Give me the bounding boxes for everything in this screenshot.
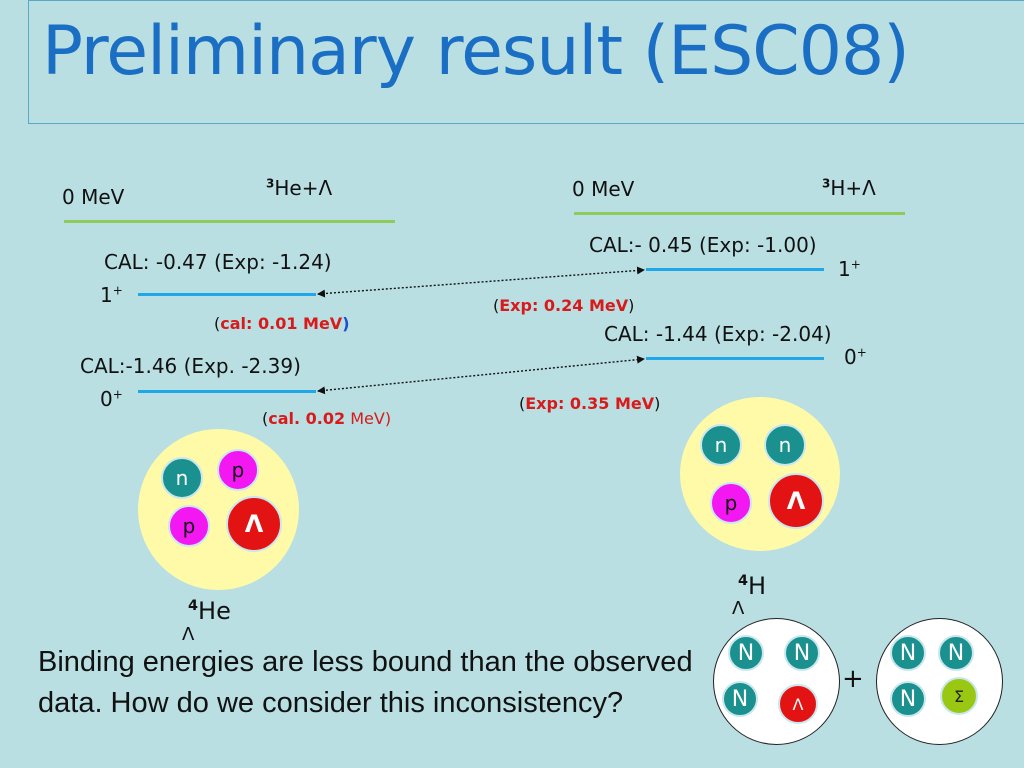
page-title: Preliminary result (ESC08)	[42, 12, 910, 91]
left-level0-line	[138, 390, 316, 393]
arrow-0plus	[317, 355, 645, 395]
left-level0-cal: CAL:-1.46 (Exp. -2.39)	[80, 354, 301, 378]
left-zero-label: 0 MeV	[62, 185, 125, 209]
nucleon-ball: N	[938, 635, 974, 671]
left-hypernucleus-label: 4He	[188, 597, 231, 625]
right-hypernucleus-sub: Λ	[732, 598, 745, 619]
lambda-ball: Λ	[768, 473, 824, 529]
right-threshold-line	[574, 212, 905, 215]
left-level0-gap: (cal. 0.02 MeV)	[262, 409, 392, 428]
left-system-label: 3He+Λ	[266, 176, 333, 200]
right-nucleus	[680, 397, 840, 551]
left-threshold-line	[64, 220, 395, 223]
right-level0-line	[646, 357, 824, 360]
left-level0-state: 0+	[100, 387, 123, 411]
left-level1-state: 1+	[100, 283, 123, 307]
left-level1-gap: (cal: 0.01 MeV)	[214, 314, 350, 333]
nucleon-ball: N	[722, 681, 758, 717]
nucleon-ball: N	[890, 635, 926, 671]
left-hypernucleus-sub: Λ	[182, 624, 195, 645]
plus-sign: +	[842, 664, 864, 694]
neutron-ball: n	[764, 424, 806, 466]
proton-ball: p	[217, 449, 259, 491]
lambda-ball: Λ	[226, 496, 282, 552]
neutron-ball: n	[161, 457, 203, 499]
right-level0-state: 0+	[844, 345, 867, 369]
proton-ball: p	[168, 505, 210, 547]
conclusion-text: Binding energies are less bound than the…	[38, 646, 693, 719]
left-level1-cal: CAL: -0.47 (Exp: -1.24)	[104, 250, 332, 274]
left-level1-line	[138, 293, 316, 296]
neutron-ball: n	[700, 424, 742, 466]
right-level0-gap: (Exp: 0.35 MeV)	[519, 394, 661, 413]
title-frame	[28, 0, 1024, 124]
right-level1-gap: (Exp: 0.24 MeV)	[493, 296, 635, 315]
right-level1-state: 1+	[838, 257, 861, 281]
nucleon-ball: N	[784, 635, 820, 671]
right-level1-line	[646, 268, 824, 271]
proton-ball: p	[710, 482, 752, 524]
nucleon-ball: N	[890, 681, 926, 717]
right-level0-cal: CAL: -1.44 (Exp: -2.04)	[604, 322, 832, 346]
sigma-ball: Σ	[940, 677, 978, 715]
nucleon-ball: N	[728, 635, 764, 671]
right-zero-label: 0 MeV	[572, 177, 635, 201]
sigma-channel-circle	[876, 618, 1003, 745]
arrow-1plus	[317, 266, 645, 298]
lambda-ball: Λ	[778, 684, 818, 724]
right-level1-cal: CAL:- 0.45 (Exp: -1.00)	[589, 233, 817, 257]
right-hypernucleus-label: 4H	[738, 572, 767, 600]
right-system-label: 3H+Λ	[822, 176, 876, 200]
